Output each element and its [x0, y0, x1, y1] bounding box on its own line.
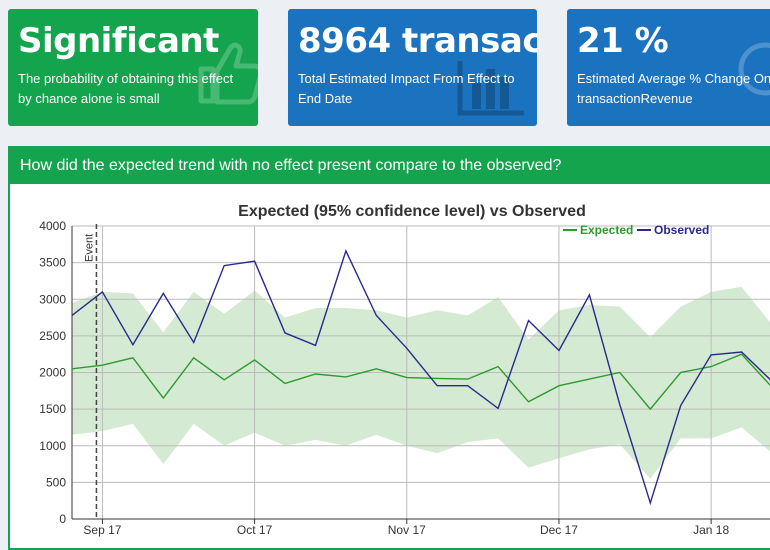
x-tick-label: Nov 17: [388, 523, 426, 537]
y-tick-label: 500: [46, 475, 66, 489]
card-description: Estimated Average % Change On transactio…: [577, 71, 770, 106]
chart-title: Expected (95% confidence level) vs Obser…: [238, 203, 586, 220]
y-tick-label: 2000: [39, 366, 66, 380]
legend-expected-label: Expected: [580, 223, 633, 237]
thumbs-up-icon: [198, 42, 258, 105]
x-tick-label: Sep 17: [83, 523, 121, 537]
x-tick-label: Oct 17: [237, 523, 273, 537]
card-description: The probability of obtaining this effect…: [18, 71, 234, 106]
card-description: Total Estimated Impact From Effect to En…: [298, 71, 515, 106]
expected-line: [71, 353, 770, 411]
confidence-band: [72, 286, 770, 479]
trend-chart: Expected (95% confidence level) vs Obser…: [39, 203, 770, 537]
y-tick-label: 3500: [39, 256, 66, 270]
impact-card: 8964 transactions Total Estimated Impact…: [288, 9, 537, 126]
change-card: 21 % Estimated Average % Change On trans…: [567, 9, 770, 126]
y-tick-label: 3000: [39, 292, 66, 306]
significance-card: Significant The probability of obtaining…: [8, 9, 258, 126]
legend-observed-label: Observed: [654, 223, 709, 237]
bar-chart-icon: [457, 61, 524, 116]
chart-legend: Expected Observed: [563, 223, 709, 237]
y-tick-label: 2500: [39, 329, 66, 343]
observed-line: [71, 248, 770, 506]
panel-title: How did the expected trend with no effec…: [10, 148, 770, 184]
gauge-icon: [738, 42, 770, 96]
y-tick-label: 4000: [39, 219, 66, 233]
y-tick-label: 1000: [39, 439, 66, 453]
x-tick-label: Dec 17: [540, 523, 578, 537]
event-label: Event: [83, 234, 95, 262]
y-tick-label: 1500: [39, 402, 66, 416]
x-tick-label: Jan 18: [693, 523, 729, 537]
card-headline: Significant: [18, 21, 219, 61]
card-headline: 8964 transactions: [298, 21, 537, 61]
card-headline: 21 %: [577, 21, 669, 61]
trend-panel: How did the expected trend with no effec…: [8, 146, 770, 550]
y-tick-label: 0: [59, 512, 66, 526]
